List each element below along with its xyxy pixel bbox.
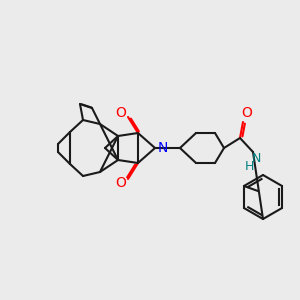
- Text: O: O: [116, 176, 126, 190]
- Text: N: N: [158, 141, 168, 155]
- Text: H: H: [244, 160, 254, 172]
- Text: O: O: [242, 106, 252, 120]
- Text: O: O: [116, 106, 126, 120]
- Text: N: N: [251, 152, 261, 164]
